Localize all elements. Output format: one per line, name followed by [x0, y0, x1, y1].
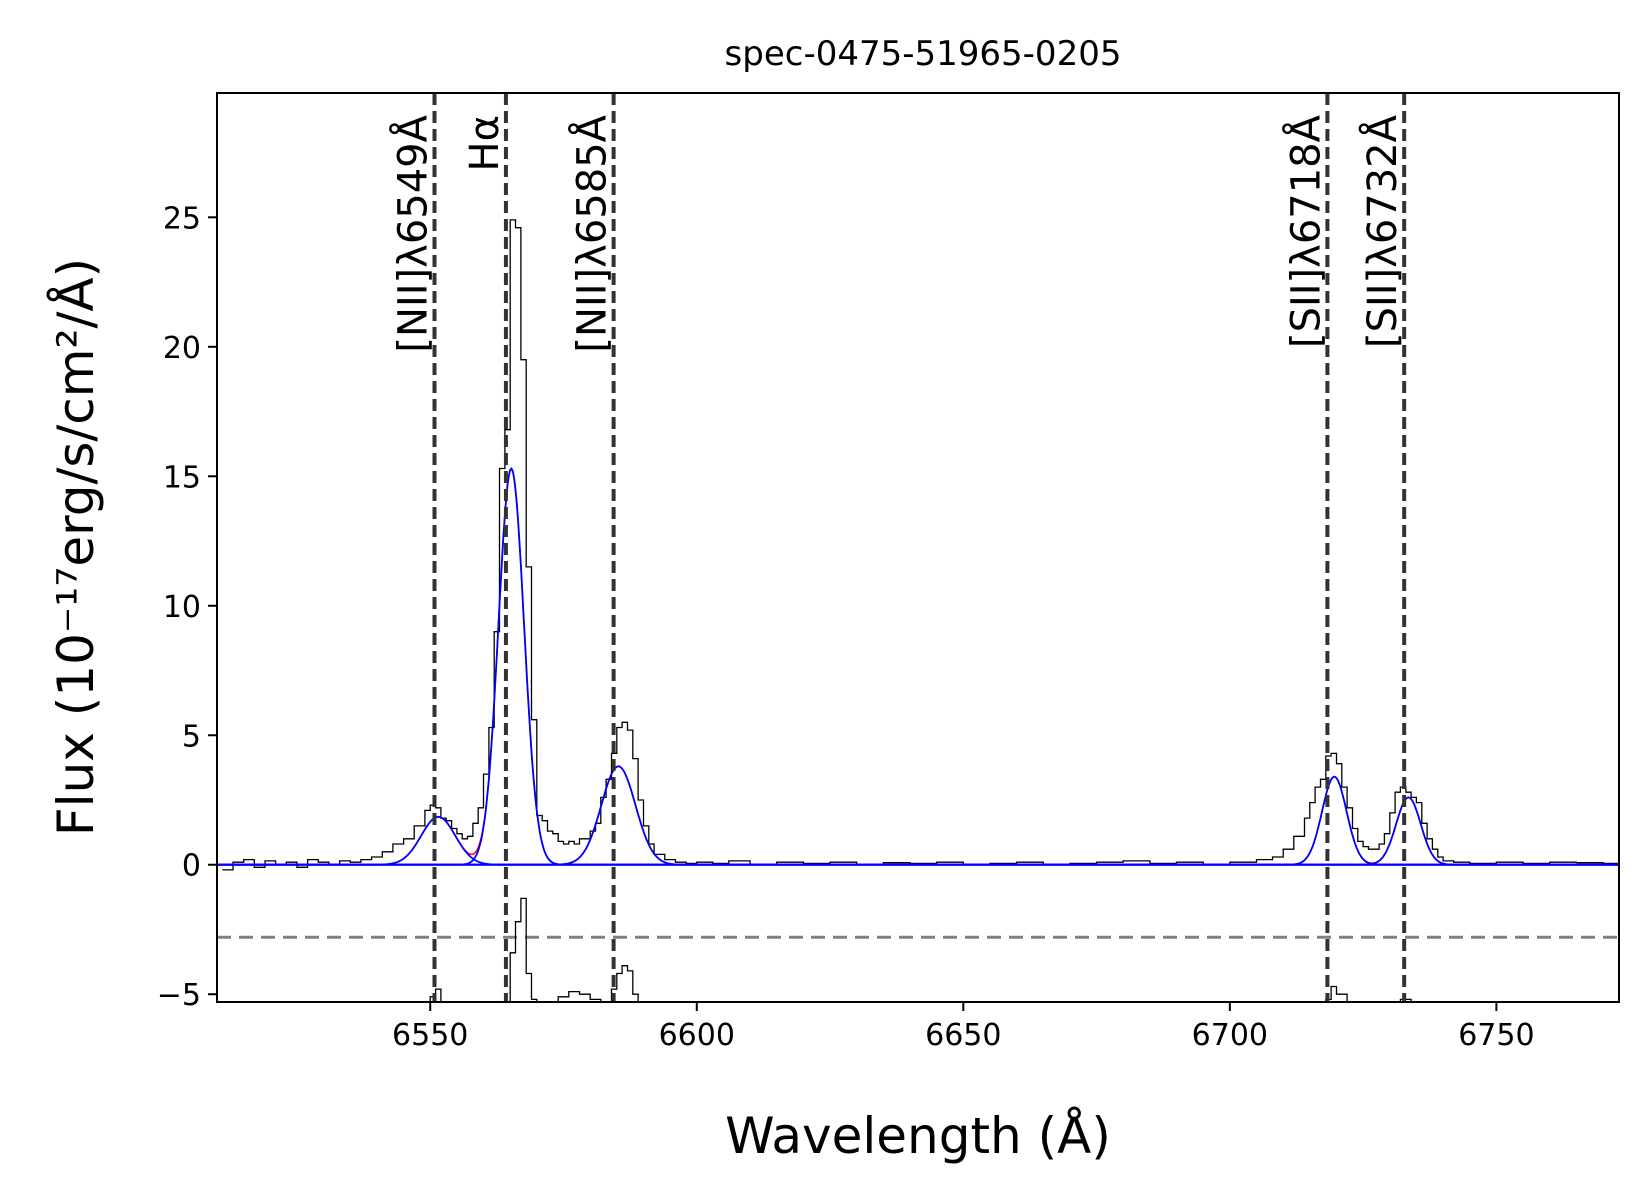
- x-tick-label: 6550: [392, 1018, 468, 1053]
- y-tick-label: 20: [163, 331, 201, 366]
- y-tick-label: 5: [182, 719, 201, 754]
- y-tick-label: 0: [182, 849, 201, 884]
- x-axis-label: Wavelength (Å): [725, 1107, 1111, 1165]
- emission-line-label: Hα: [462, 115, 508, 171]
- gaussian-fit-h-: [217, 467, 1619, 866]
- residual-series: [429, 897, 1412, 1002]
- total-model-fit: [217, 467, 1619, 866]
- emission-line-markers: [NII]λ6549Å Hα [NII]λ6585Å [SII]λ6718Å [SII]…: [388, 93, 1407, 1002]
- x-tick-label: 6750: [1458, 1018, 1534, 1053]
- chart-title: spec-0475-51965-0205: [725, 34, 1122, 74]
- emission-line-label: [NII]λ6549Å: [388, 114, 436, 352]
- emission-line-label: [SII]λ6732Å: [1358, 114, 1406, 348]
- y-tick-label: −5: [157, 978, 201, 1013]
- emission-line-label: [SII]λ6718Å: [1281, 114, 1329, 348]
- plot-frame: [216, 92, 1620, 1003]
- gaussian-fit--sii-6718: [217, 775, 1619, 866]
- x-tick-label: 6600: [659, 1018, 735, 1053]
- y-axis-label: Flux (10⁻¹⁷erg/s/cm²/Å): [47, 258, 105, 836]
- y-tick-label: 10: [163, 590, 201, 625]
- gaussian-fit--nii-6585: [217, 765, 1619, 866]
- gaussian-fit--nii-6549: [217, 815, 1619, 866]
- x-tick-label: 6700: [1192, 1018, 1268, 1053]
- axis-ticks: 6550 6600 6650 6700 6750 −5 0 5 10 15 20 25: [157, 201, 1535, 1053]
- gaussian-fit--sii-6732: [217, 796, 1619, 866]
- plot-area: [217, 219, 1619, 1002]
- y-tick-label: 15: [163, 460, 201, 495]
- y-tick-label: 25: [163, 201, 201, 236]
- x-tick-label: 6650: [925, 1018, 1001, 1053]
- plot-clip-group: [217, 219, 1619, 1002]
- emission-line-label: [NII]λ6585Å: [568, 114, 616, 352]
